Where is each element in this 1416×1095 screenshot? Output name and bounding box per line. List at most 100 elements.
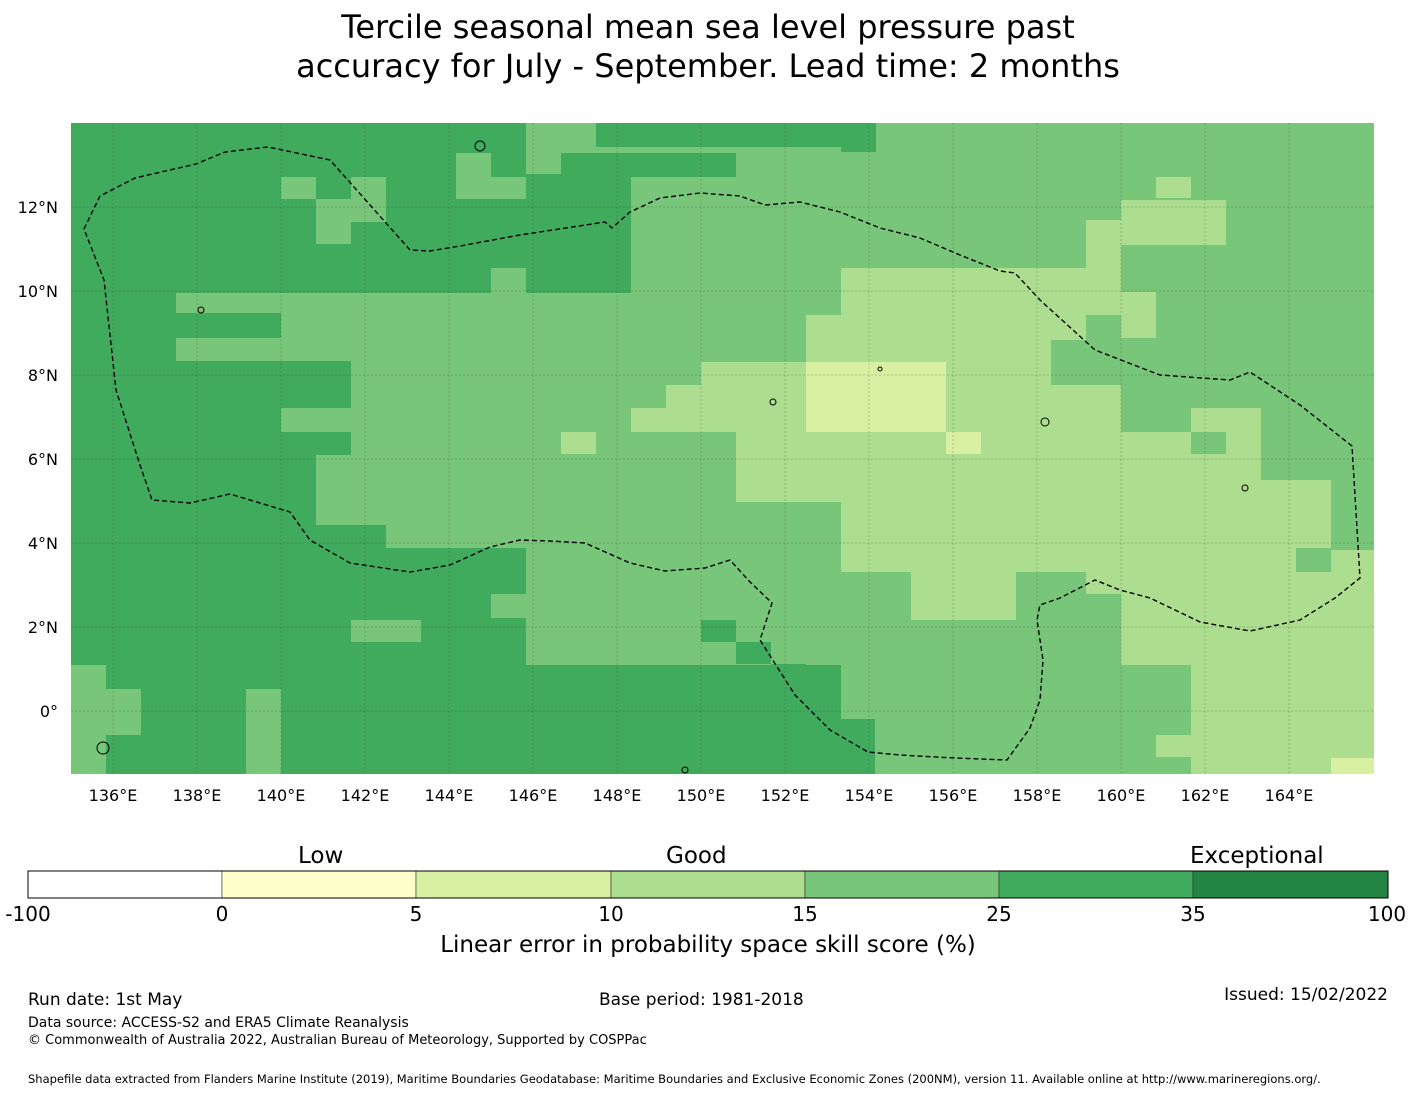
skill-cell bbox=[561, 432, 596, 454]
skill-cell bbox=[526, 177, 631, 201]
coastlines bbox=[96, 140, 1249, 774]
skill-cell bbox=[176, 313, 281, 338]
skill-cell bbox=[176, 293, 281, 313]
skill-cell bbox=[1296, 548, 1331, 572]
skill-map: 12°N 10°N 8°N 6°N 4°N 2°N 0° 136°E 138°E 140°E 14… bbox=[18, 123, 1374, 805]
longitude-label: 158°E bbox=[1013, 786, 1062, 805]
skill-cell bbox=[736, 642, 771, 664]
skill-cell bbox=[491, 594, 526, 618]
skill-cell bbox=[246, 689, 281, 774]
skill-cell bbox=[386, 548, 526, 594]
skill-cell bbox=[351, 177, 386, 222]
longitude-label: 146°E bbox=[509, 786, 558, 805]
skill-cell bbox=[281, 361, 351, 408]
data-source: Data source: ACCESS-S2 and ERA5 Climate … bbox=[28, 1015, 409, 1031]
island-outline bbox=[1040, 417, 1050, 427]
longitude-label: 150°E bbox=[677, 786, 726, 805]
colorbar-segment bbox=[610, 870, 806, 899]
latitude-label: 2°N bbox=[28, 618, 58, 637]
skill-cell bbox=[1121, 292, 1156, 338]
skill-cell bbox=[71, 123, 456, 293]
skill-cell bbox=[1156, 177, 1191, 198]
longitude-label: 160°E bbox=[1097, 786, 1146, 805]
longitude-label: 148°E bbox=[593, 786, 642, 805]
latitude-labels: 12°N 10°N 8°N 6°N 4°N 2°N 0° bbox=[18, 198, 58, 721]
skill-cell bbox=[71, 665, 106, 774]
skill-cell bbox=[736, 432, 1121, 502]
skill-cell bbox=[456, 123, 526, 153]
skill-cell bbox=[491, 618, 526, 774]
skill-cell bbox=[106, 689, 141, 735]
colorbar-tick: 15 bbox=[792, 902, 818, 926]
skill-cell bbox=[841, 268, 1121, 315]
skill-cell bbox=[316, 199, 351, 244]
longitude-label: 140°E bbox=[257, 786, 306, 805]
latitude-label: 6°N bbox=[28, 450, 58, 469]
skill-cell bbox=[1156, 735, 1191, 757]
skill-cells bbox=[71, 123, 1374, 774]
longitude-label: 154°E bbox=[845, 786, 894, 805]
skill-cell bbox=[1121, 550, 1374, 665]
skill-cell bbox=[1121, 480, 1331, 525]
colorbar-tick: 10 bbox=[598, 902, 624, 926]
island-outline bbox=[769, 398, 777, 406]
chart-title-line-2: accuracy for July - September. Lead time… bbox=[296, 47, 1120, 85]
skill-cell bbox=[1051, 340, 1121, 385]
latitude-label: 12°N bbox=[18, 198, 58, 217]
issued-date: Issued: 15/02/2022 bbox=[1224, 985, 1388, 1005]
island-outline bbox=[474, 140, 486, 152]
colorbar-segment bbox=[415, 870, 612, 899]
shapefile-credit: Shapefile data extracted from Flanders M… bbox=[28, 1072, 1321, 1086]
skill-cell bbox=[701, 620, 736, 642]
skill-cell bbox=[281, 455, 316, 774]
skill-cell bbox=[1121, 268, 1156, 292]
copyright: © Commonwealth of Australia 2022, Austra… bbox=[28, 1033, 647, 1048]
colorbar-title: Linear error in probability space skill … bbox=[440, 932, 976, 958]
colorbar bbox=[27, 870, 1389, 899]
longitude-label: 162°E bbox=[1181, 786, 1230, 805]
colorbar-tick: 0 bbox=[215, 902, 229, 926]
longitude-label: 144°E bbox=[425, 786, 474, 805]
skill-cell bbox=[631, 408, 666, 432]
latitude-label: 8°N bbox=[28, 366, 58, 385]
skill-cell bbox=[1191, 408, 1261, 432]
skill-cell bbox=[281, 177, 316, 199]
colorbar-segment bbox=[221, 870, 417, 899]
chart-title: Tercile seasonal mean sea level pressure… bbox=[0, 8, 1416, 86]
island-outline bbox=[96, 741, 110, 755]
colorbar-segment bbox=[804, 870, 1000, 899]
skill-cell bbox=[841, 502, 1121, 572]
longitude-label: 138°E bbox=[173, 786, 222, 805]
colorbar-tick: -100 bbox=[5, 902, 51, 926]
skill-cell bbox=[1121, 200, 1226, 245]
longitude-labels: 136°E 138°E 140°E 142°E 144°E 146°E 148°E 150°E… bbox=[89, 786, 1314, 805]
colorbar-tick: 35 bbox=[1180, 902, 1206, 926]
colorbar-segment bbox=[1192, 870, 1389, 899]
colorbar-tick: 25 bbox=[986, 902, 1012, 926]
graticule bbox=[71, 123, 1374, 774]
skill-cell bbox=[805, 719, 875, 774]
colorbar-tick: 5 bbox=[409, 902, 423, 926]
latitude-label: 10°N bbox=[18, 282, 58, 301]
skill-cell bbox=[1226, 432, 1261, 454]
skill-cell bbox=[806, 362, 946, 432]
skill-cell bbox=[841, 128, 876, 152]
island-outline bbox=[877, 366, 883, 372]
skill-cell bbox=[1191, 665, 1374, 774]
skill-cell bbox=[491, 268, 526, 293]
skill-cell bbox=[1121, 525, 1331, 550]
skill-cell bbox=[946, 432, 981, 454]
longitude-label: 136°E bbox=[89, 786, 138, 805]
skill-cell bbox=[526, 268, 596, 293]
skill-cell bbox=[281, 432, 351, 455]
longitude-label: 142°E bbox=[341, 786, 390, 805]
island-outline bbox=[681, 766, 689, 774]
eez-boundary bbox=[83, 146, 1361, 761]
category-low: Low bbox=[298, 843, 344, 869]
skill-cell bbox=[911, 572, 1016, 620]
skill-cell bbox=[351, 620, 421, 642]
category-good: Good bbox=[666, 843, 727, 869]
longitude-label: 152°E bbox=[761, 786, 810, 805]
chart-title-line-1: Tercile seasonal mean sea level pressure… bbox=[341, 8, 1075, 46]
skill-cell bbox=[596, 123, 876, 147]
